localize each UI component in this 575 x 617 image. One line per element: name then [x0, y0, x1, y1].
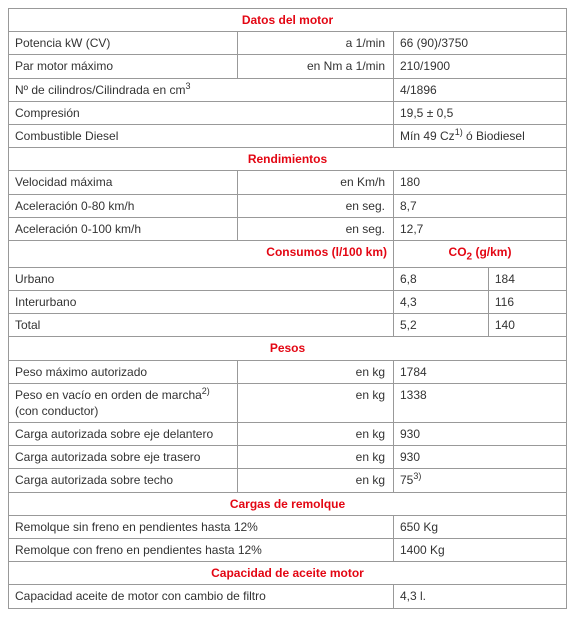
table-row: Carga autorizada sobre eje trasero en kg…	[9, 446, 567, 469]
row-unit: en kg	[237, 383, 393, 422]
row-value: 930	[394, 423, 567, 446]
row-value: 4/1896	[394, 78, 567, 101]
row-label: Carga autorizada sobre eje trasero	[9, 446, 238, 469]
table-row: Carga autorizada sobre techo en kg 753)	[9, 469, 567, 492]
row-unit: en kg	[237, 446, 393, 469]
row-label: Total	[9, 314, 394, 337]
table-row: Remolque con freno en pendientes hasta 1…	[9, 539, 567, 562]
table-row: Total 5,2 140	[9, 314, 567, 337]
row-label: Remolque sin freno en pendientes hasta 1…	[9, 515, 394, 538]
row-value: 1400 Kg	[394, 539, 567, 562]
table-row: Peso máximo autorizado en kg 1784	[9, 360, 567, 383]
row-value: 12,7	[394, 217, 567, 240]
row-label: Carga autorizada sobre eje delantero	[9, 423, 238, 446]
row-label: Aceleración 0-80 km/h	[9, 194, 238, 217]
row-value: 4,3 l.	[394, 585, 567, 608]
section-header-remolque: Cargas de remolque	[9, 492, 567, 515]
row-label: Urbano	[9, 267, 394, 290]
row-label: Remolque con freno en pendientes hasta 1…	[9, 539, 394, 562]
row-unit: en seg.	[237, 217, 393, 240]
section-header-co2: CO2 (g/km)	[394, 240, 567, 267]
row-value-consumo: 5,2	[394, 314, 489, 337]
row-unit: en kg	[237, 360, 393, 383]
row-label: Combustible Diesel	[9, 124, 394, 147]
section-header-rendimientos: Rendimientos	[9, 148, 567, 171]
row-unit: en kg	[237, 423, 393, 446]
row-value: 210/1900	[394, 55, 567, 78]
table-row: Par motor máximo en Nm a 1/min 210/1900	[9, 55, 567, 78]
spec-table: Datos del motor Potencia kW (CV) a 1/min…	[8, 8, 567, 609]
table-row: Interurbano 4,3 116	[9, 290, 567, 313]
table-row: Aceleración 0-100 km/h en seg. 12,7	[9, 217, 567, 240]
section-header-consumos: Consumos (l/100 km)	[9, 240, 394, 267]
table-row: Velocidad máxima en Km/h 180	[9, 171, 567, 194]
row-unit: en seg.	[237, 194, 393, 217]
row-unit: en Km/h	[237, 171, 393, 194]
table-row: Aceleración 0-80 km/h en seg. 8,7	[9, 194, 567, 217]
row-label: Potencia kW (CV)	[9, 32, 238, 55]
section-header-motor: Datos del motor	[9, 9, 567, 32]
section-header-pesos: Pesos	[9, 337, 567, 360]
row-unit: a 1/min	[237, 32, 393, 55]
section-header-aceite: Capacidad de aceite motor	[9, 562, 567, 585]
row-label: Nº de cilindros/Cilindrada en cm3	[9, 78, 394, 101]
row-label: Capacidad aceite de motor con cambio de …	[9, 585, 394, 608]
row-value: 180	[394, 171, 567, 194]
table-row: Compresión 19,5 ± 0,5	[9, 101, 567, 124]
row-label: Velocidad máxima	[9, 171, 238, 194]
row-label: Aceleración 0-100 km/h	[9, 217, 238, 240]
row-label: Interurbano	[9, 290, 394, 313]
row-unit: en Nm a 1/min	[237, 55, 393, 78]
row-unit: en kg	[237, 469, 393, 492]
row-label: Peso en vacío en orden de marcha2) (con …	[9, 383, 238, 422]
table-row: Peso en vacío en orden de marcha2) (con …	[9, 383, 567, 422]
row-label: Compresión	[9, 101, 394, 124]
row-value-consumo: 6,8	[394, 267, 489, 290]
row-value: 753)	[394, 469, 567, 492]
row-value-co2: 184	[488, 267, 566, 290]
table-row: Potencia kW (CV) a 1/min 66 (90)/3750	[9, 32, 567, 55]
table-row: Combustible Diesel Mín 49 Cz1) ó Biodies…	[9, 124, 567, 147]
table-row: Remolque sin freno en pendientes hasta 1…	[9, 515, 567, 538]
table-row: Carga autorizada sobre eje delantero en …	[9, 423, 567, 446]
table-row: Capacidad aceite de motor con cambio de …	[9, 585, 567, 608]
row-value-consumo: 4,3	[394, 290, 489, 313]
row-value: 66 (90)/3750	[394, 32, 567, 55]
row-value: 1338	[394, 383, 567, 422]
table-row: Nº de cilindros/Cilindrada en cm3 4/1896	[9, 78, 567, 101]
table-row: Urbano 6,8 184	[9, 267, 567, 290]
row-value: 1784	[394, 360, 567, 383]
row-value: 19,5 ± 0,5	[394, 101, 567, 124]
row-value: 930	[394, 446, 567, 469]
row-label: Peso máximo autorizado	[9, 360, 238, 383]
row-value: 8,7	[394, 194, 567, 217]
row-value-co2: 140	[488, 314, 566, 337]
row-label: Par motor máximo	[9, 55, 238, 78]
row-label: Carga autorizada sobre techo	[9, 469, 238, 492]
row-value: Mín 49 Cz1) ó Biodiesel	[394, 124, 567, 147]
row-value: 650 Kg	[394, 515, 567, 538]
row-value-co2: 116	[488, 290, 566, 313]
